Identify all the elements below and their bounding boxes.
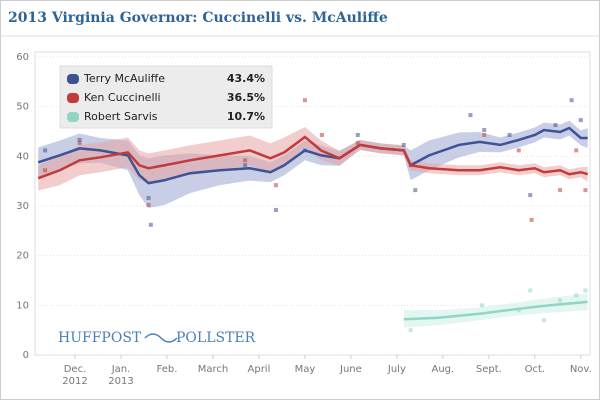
poll-point (507, 132, 512, 137)
poll-point (558, 188, 563, 193)
poll-point (558, 298, 563, 303)
legend-value: 43.4% (227, 72, 265, 85)
poll-point (243, 163, 248, 168)
plot-border (34, 51, 591, 356)
poll-point (516, 308, 521, 313)
x-tick-label: Dec. 2012 (62, 364, 87, 387)
y-tick-label: 40 (16, 151, 29, 162)
poll-point (77, 140, 82, 145)
x-tick-label: May (295, 364, 316, 375)
poll-point (529, 217, 534, 222)
poll-point (482, 128, 487, 133)
poll-point (148, 222, 153, 227)
poll-point (302, 98, 307, 103)
x-tick-label: Nov. (570, 364, 592, 375)
x-tick-label: July (387, 364, 406, 375)
legend-label: Terry McAuliffe (83, 72, 165, 85)
poll-point (273, 183, 278, 188)
poll-point (482, 132, 487, 137)
poll-point (553, 123, 558, 128)
legend-label: Robert Sarvis (84, 110, 158, 123)
x-tick-label: Aug. (431, 364, 454, 375)
confidence-band (38, 120, 588, 208)
legend-value: 10.7% (227, 110, 265, 123)
x-tick-label: April (248, 364, 271, 375)
poll-point (77, 137, 82, 142)
legend-box (59, 65, 273, 129)
poll-point (578, 118, 583, 123)
y-tick-label: 0 (23, 350, 29, 361)
legend-swatch (67, 93, 79, 103)
poll-point (43, 168, 48, 173)
trend-line (403, 300, 588, 321)
poll-point (516, 148, 521, 153)
x-tick-label: Sept. (476, 364, 502, 375)
confidence-band (38, 127, 588, 191)
x-tick-label: Oct. (525, 364, 545, 375)
x-tick-label: Jan. 2013 (108, 364, 133, 387)
poll-point (408, 328, 413, 333)
poll-point (273, 207, 278, 212)
y-tick-label: 10 (16, 300, 29, 311)
y-tick-label: 20 (16, 251, 29, 262)
legend-swatch (67, 112, 79, 122)
x-tick-label: March (198, 364, 228, 375)
legend-label: Ken Cuccinelli (84, 91, 161, 104)
poll-point (43, 148, 48, 153)
x-tick-label: June (339, 364, 362, 375)
poll-point (146, 196, 151, 201)
chart-title: 2013 Virginia Governor: Cuccinelli vs. M… (8, 10, 388, 26)
poll-point (355, 140, 360, 145)
poll-point (528, 193, 533, 198)
poll-point (243, 158, 248, 163)
poll-point (355, 132, 360, 137)
poll-point (413, 188, 418, 193)
logo-icon (144, 333, 178, 343)
poll-point (319, 132, 324, 137)
legend-swatch (67, 74, 79, 84)
poll-point (583, 288, 588, 293)
y-tick-label: 50 (16, 102, 29, 113)
trend-line (37, 135, 589, 180)
poll-point (542, 318, 547, 323)
y-tick-label: 60 (16, 52, 29, 63)
poll-point (569, 98, 574, 103)
legend-value: 36.5% (227, 91, 265, 104)
poll-point (401, 142, 406, 147)
poll-point (468, 113, 473, 118)
poll-point (528, 288, 533, 293)
x-tick-label: Feb. (157, 364, 178, 375)
poll-point (146, 203, 151, 208)
poll-point (574, 148, 579, 153)
y-tick-label: 30 (16, 201, 29, 212)
logo-right: POLLSTER (176, 330, 256, 346)
logo-left: HUFFPOST (58, 330, 142, 346)
poll-point (479, 303, 484, 308)
poll-point (574, 293, 579, 298)
poll-point (583, 188, 588, 193)
